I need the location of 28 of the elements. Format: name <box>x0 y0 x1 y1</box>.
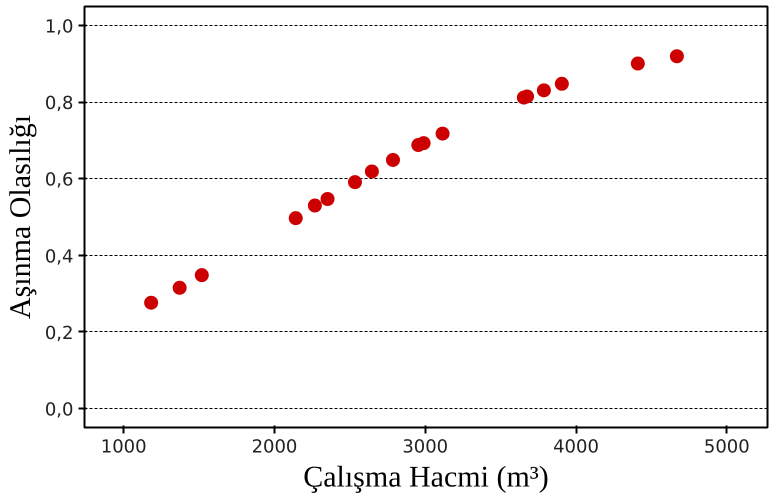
y-axis-title: Aşınma Olasılığı <box>4 114 37 320</box>
x-tick-label: 1000 <box>100 436 147 458</box>
y-tick-label: 1,0 <box>44 16 74 38</box>
point <box>386 152 400 167</box>
point <box>348 175 362 190</box>
y-tick-label: 0,0 <box>44 399 74 420</box>
y-tick-label: 0,4 <box>44 246 74 268</box>
x-tick-label: 3000 <box>402 436 448 458</box>
x-tick-label: 4000 <box>553 436 599 458</box>
y-tick-label: 0,2 <box>44 322 74 344</box>
point <box>630 56 645 71</box>
x-tick-label: 5000 <box>704 436 750 458</box>
point <box>144 296 158 310</box>
point <box>670 49 684 64</box>
point <box>536 83 551 98</box>
point <box>172 280 187 295</box>
point <box>194 268 209 282</box>
y-tick-label: 0,6 <box>44 170 74 191</box>
y-tick-label: 0,8 <box>44 93 74 114</box>
point <box>308 198 322 213</box>
point <box>364 164 379 178</box>
x-axis-title: Çalışma Hacmi (m³) <box>303 460 549 494</box>
point <box>288 211 303 226</box>
point <box>416 136 431 150</box>
x-tick-label: 2000 <box>252 436 298 458</box>
point <box>436 126 450 141</box>
point <box>320 192 335 206</box>
point <box>554 76 569 91</box>
